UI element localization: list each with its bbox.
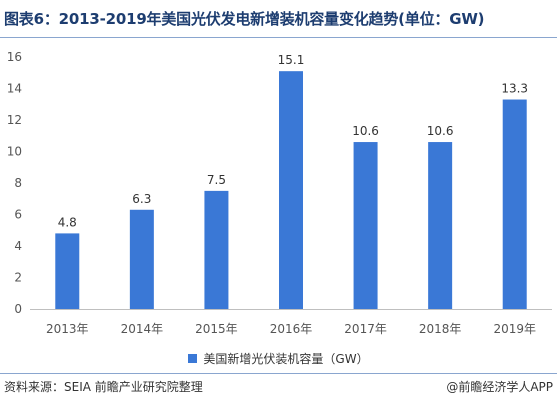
bar xyxy=(279,71,303,309)
data-label: 7.5 xyxy=(207,173,226,187)
x-axis: 2013年 2014年 2015年 2016年 2017年 2018年 2019年 xyxy=(46,322,536,336)
x-tick-label: 2016年 xyxy=(270,322,313,336)
y-axis: 0 2 4 6 8 10 12 14 16 xyxy=(7,50,22,316)
y-tick-label: 16 xyxy=(7,50,22,64)
data-label: 10.6 xyxy=(427,124,454,138)
bar xyxy=(428,142,453,309)
title-divider xyxy=(0,37,557,38)
legend: 美国新增光伏装机容量（GW） xyxy=(0,348,557,368)
legend-label: 美国新增光伏装机容量（GW） xyxy=(203,351,369,366)
y-tick-label: 10 xyxy=(7,145,22,159)
data-label: 4.8 xyxy=(58,215,77,229)
x-tick-label: 2017年 xyxy=(344,322,387,336)
bar xyxy=(502,99,527,310)
footer-divider xyxy=(0,373,557,374)
data-label: 13.3 xyxy=(501,82,528,96)
x-tick-label: 2014年 xyxy=(121,322,164,336)
x-tick-label: 2015年 xyxy=(195,322,238,336)
y-tick-label: 14 xyxy=(7,82,22,96)
y-tick-label: 6 xyxy=(14,208,22,222)
data-labels: 4.8 6.3 7.5 15.1 10.6 10.6 13.3 xyxy=(58,53,528,229)
bar xyxy=(55,233,80,309)
bar xyxy=(204,190,229,309)
x-tick-label: 2018年 xyxy=(419,322,462,336)
publisher-credit: @前瞻经济学人APP xyxy=(446,380,553,394)
y-tick-label: 12 xyxy=(7,113,22,127)
x-tick-label: 2019年 xyxy=(493,322,536,336)
y-tick-label: 8 xyxy=(14,176,22,190)
y-tick-label: 4 xyxy=(14,239,22,253)
bar-series xyxy=(55,71,527,310)
y-tick-label: 0 xyxy=(14,302,22,316)
data-label: 15.1 xyxy=(278,53,305,67)
legend-swatch xyxy=(188,353,198,363)
chart-title: 图表6：2013-2019年美国光伏发电新增装机容量变化趋势(单位：GW) xyxy=(4,10,485,28)
bar xyxy=(129,209,154,309)
data-label: 10.6 xyxy=(352,124,379,138)
y-tick-label: 2 xyxy=(14,271,22,285)
x-tick-label: 2013年 xyxy=(46,322,89,336)
source-note: 资料来源：SEIA 前瞻产业研究院整理 xyxy=(4,380,203,394)
bar xyxy=(353,142,378,309)
data-label: 6.3 xyxy=(132,192,151,206)
